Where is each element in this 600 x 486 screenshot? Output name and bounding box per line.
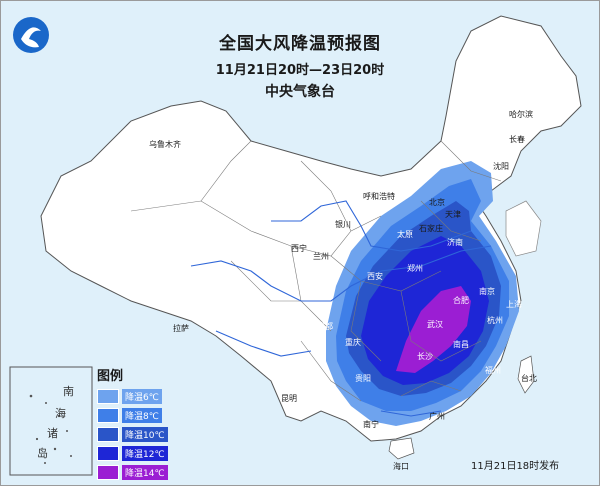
rivers: [190, 200, 492, 417]
cma-logo: [13, 17, 49, 53]
legend-swatch-12: [97, 446, 119, 461]
city-zhengzhou: 郑州: [407, 264, 423, 273]
inset-label-2: 海: [55, 407, 66, 420]
inset-border: [9, 366, 93, 476]
map-time-range: 11月21日20时—23日20时: [215, 63, 385, 78]
city-jinan: 济南: [447, 238, 463, 247]
legend-item-6: 降温6℃: [97, 388, 177, 405]
city-guangzhou: 广州: [429, 412, 445, 421]
city-chengdu: 成都: [317, 322, 333, 331]
legend-label-12: 降温12℃: [122, 446, 168, 461]
city-haikou: 海口: [393, 462, 409, 471]
inset-label-4: 岛: [37, 447, 48, 460]
city-xining: 西宁: [291, 244, 307, 253]
inset-label-3: 诸: [47, 427, 58, 440]
city-beijing: 北京: [429, 198, 445, 207]
city-wuhan: 武汉: [427, 320, 443, 329]
city-tianjin: 天津: [445, 210, 461, 219]
city-taiyuan: 太原: [397, 230, 413, 239]
inset-islands: [29, 394, 72, 464]
legend-item-10: 降温10℃: [97, 426, 177, 443]
city-kunming: 昆明: [281, 394, 297, 403]
city-hefei: 合肥: [453, 296, 469, 305]
legend-swatch-6: [97, 389, 119, 404]
city-xian: 西安: [367, 272, 383, 281]
city-yinchuan: 银川: [335, 220, 351, 229]
city-lhasa: 拉萨: [173, 324, 189, 333]
legend-title: 图例: [97, 369, 124, 384]
land-korea: [505, 200, 542, 257]
city-shijiazhuang: 石家庄: [419, 224, 443, 233]
city-chongqing: 重庆: [345, 338, 361, 347]
city-nanchang: 南昌: [453, 340, 469, 349]
city-hohhot: 呼和浩特: [363, 192, 395, 201]
cooling-zone-14: [396, 286, 471, 373]
legend-label-14: 降温14℃: [122, 465, 168, 480]
map-title: 全国大风降温预报图: [219, 34, 381, 54]
city-shanghai: 上海: [506, 300, 522, 309]
city-fuzhou: 福州: [485, 366, 501, 375]
city-hangzhou: 杭州: [487, 316, 503, 325]
legend: 图例 降温6℃ 降温8℃ 降温10℃ 降温12℃ 降温14℃: [97, 365, 177, 483]
city-nanning: 南宁: [363, 420, 379, 429]
land-hainan: [388, 437, 415, 460]
legend-label-10: 降温10℃: [122, 427, 168, 442]
city-changsha: 长沙: [417, 352, 433, 361]
city-taibei: 台北: [521, 374, 537, 383]
city-nanjing: 南京: [479, 287, 495, 296]
province-boundaries: [130, 140, 502, 402]
city-guiyang: 贵阳: [355, 374, 371, 383]
land-taiwan: [517, 355, 535, 394]
legend-item-12: 降温12℃: [97, 445, 177, 462]
city-lanzhou: 兰州: [313, 252, 329, 261]
legend-swatch-8: [97, 408, 119, 423]
city-changchun: 长春: [509, 135, 525, 144]
inset-label-1: 南: [63, 385, 74, 398]
city-urumqi: 乌鲁木齐: [149, 140, 181, 149]
legend-item-8: 降温8℃: [97, 407, 177, 424]
legend-swatch-10: [97, 427, 119, 442]
legend-item-14: 降温14℃: [97, 464, 177, 481]
legend-label-8: 降温8℃: [122, 408, 162, 423]
map-organization: 中央气象台: [265, 84, 335, 100]
city-harbin: 哈尔滨: [509, 110, 533, 119]
legend-swatch-14: [97, 465, 119, 480]
legend-label-6: 降温6℃: [122, 389, 162, 404]
city-shenyang: 沈阳: [493, 162, 509, 171]
issue-time: 11月21日18时发布: [471, 461, 560, 472]
